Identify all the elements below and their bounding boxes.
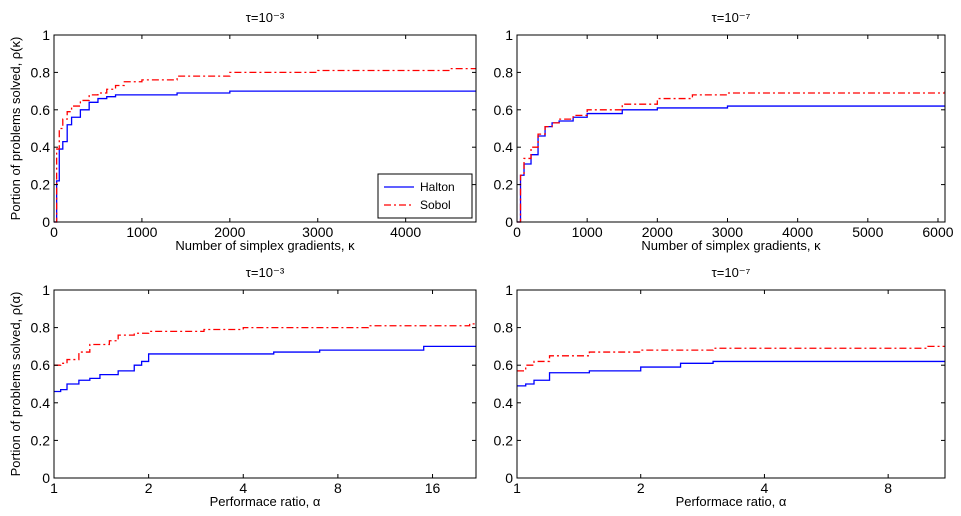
y-tick-label: 0.2 <box>494 177 514 193</box>
y-tick-label: 0.6 <box>31 102 51 118</box>
chart-title: τ=10⁻⁷ <box>712 10 751 25</box>
plot-area <box>517 35 945 222</box>
legend: Halton Sobol <box>377 173 473 219</box>
y-tick-label: 1 <box>505 27 513 43</box>
y-tick-label: 0.8 <box>31 64 51 80</box>
series-group <box>517 91 945 223</box>
y-tick-label: 0.6 <box>494 102 514 118</box>
subplot-4: 0 0.2 0.4 0.6 0.8 1 1 2 4 8 τ=10⁻⁷ Performace ratio… <box>494 265 946 509</box>
x-tick-label: 3000 <box>712 224 743 240</box>
y-axis-label: Portion of problems solved, ρ(κ) <box>8 37 23 221</box>
y-tick-label: 0.8 <box>494 64 514 80</box>
chart-title: τ=10⁻³ <box>246 265 285 280</box>
x-tick-label: 5000 <box>852 224 883 240</box>
series-line-halton <box>54 90 476 223</box>
axes-frame <box>516 34 946 223</box>
series-line-halton <box>517 360 945 387</box>
y-tick-label: 0.8 <box>494 320 514 336</box>
x-tick-label: 1 <box>50 480 58 496</box>
x-tick-label: 3000 <box>302 224 333 240</box>
series-group <box>517 345 945 387</box>
series-line-sobol <box>54 323 476 366</box>
subplot-2: 0 0.2 0.4 0.6 0.8 1 0 1000 2000 3000 4000 5000 6000 τ… <box>494 10 954 253</box>
x-tick-label: 8 <box>334 480 342 496</box>
chart-title: τ=10⁻³ <box>246 10 285 25</box>
series-group <box>54 323 476 393</box>
x-tick-label: 4 <box>761 480 769 496</box>
y-tick-label: 0 <box>505 214 513 230</box>
plot-area <box>54 290 476 478</box>
y-tick-label: 0.4 <box>31 139 51 155</box>
series-group <box>54 68 476 223</box>
x-tick-label: 4 <box>239 480 247 496</box>
x-axis-label: Number of simplex gradients, κ <box>175 238 355 253</box>
series-line-sobol <box>54 68 476 223</box>
x-tick-label: 4000 <box>782 224 813 240</box>
x-axis-label: Performace ratio, α <box>210 494 321 509</box>
x-tick-label: 1 <box>513 480 521 496</box>
series-line-sobol <box>517 345 945 372</box>
axes-frame <box>516 289 946 479</box>
axes-frame <box>53 289 477 479</box>
series-line-halton <box>54 345 476 393</box>
y-tick-label: 0.6 <box>494 357 514 373</box>
x-tick-label: 2 <box>637 480 645 496</box>
y-tick-label: 1 <box>42 27 50 43</box>
subplot-3: 0 0.2 0.4 0.6 0.8 1 1 2 4 8 16 τ=10⁻³ Performace rat… <box>8 265 477 509</box>
legend-box <box>377 173 473 219</box>
x-tick-label: 8 <box>884 480 892 496</box>
y-tick-label: 0.4 <box>494 139 514 155</box>
legend-label-sobol: Sobol <box>420 198 451 212</box>
legend-label-halton: Halton <box>420 180 455 194</box>
series-line-sobol <box>517 91 945 223</box>
y-tick-label: 1 <box>505 282 513 298</box>
x-axis-label: Number of simplex gradients, κ <box>641 238 821 253</box>
axes-frame <box>53 34 477 223</box>
chart-title: τ=10⁻⁷ <box>712 265 751 280</box>
y-tick-label: 0.2 <box>31 177 51 193</box>
x-tick-label: 4000 <box>390 224 421 240</box>
x-tick-label: 2000 <box>214 224 245 240</box>
x-tick-label: 2000 <box>642 224 673 240</box>
y-tick-label: 0.4 <box>31 395 51 411</box>
y-tick-label: 0.4 <box>494 395 514 411</box>
x-tick-label: 2 <box>145 480 153 496</box>
x-tick-label: 1000 <box>126 224 157 240</box>
plot-area <box>517 290 945 478</box>
x-tick-label: 0 <box>513 224 521 240</box>
y-tick-label: 0.6 <box>31 357 51 373</box>
x-axis-label: Performace ratio, α <box>676 494 787 509</box>
x-tick-label: 6000 <box>922 224 953 240</box>
y-tick-label: 0.8 <box>31 320 51 336</box>
x-tick-label: 1000 <box>572 224 603 240</box>
subplot-1: 0 0.2 0.4 0.6 0.8 1 0 1000 2000 3000 4000 τ=10⁻³ Num… <box>8 10 477 253</box>
y-tick-label: 0.2 <box>31 432 51 448</box>
y-tick-label: 1 <box>42 282 50 298</box>
x-tick-label: 0 <box>50 224 58 240</box>
y-tick-label: 0.2 <box>494 432 514 448</box>
y-tick-label: 0 <box>505 470 513 486</box>
y-tick-label: 0 <box>42 214 50 230</box>
x-tick-label: 16 <box>425 480 441 496</box>
y-tick-label: 0 <box>42 470 50 486</box>
y-axis-label: Portion of problems solved, ρ(α) <box>8 292 23 477</box>
